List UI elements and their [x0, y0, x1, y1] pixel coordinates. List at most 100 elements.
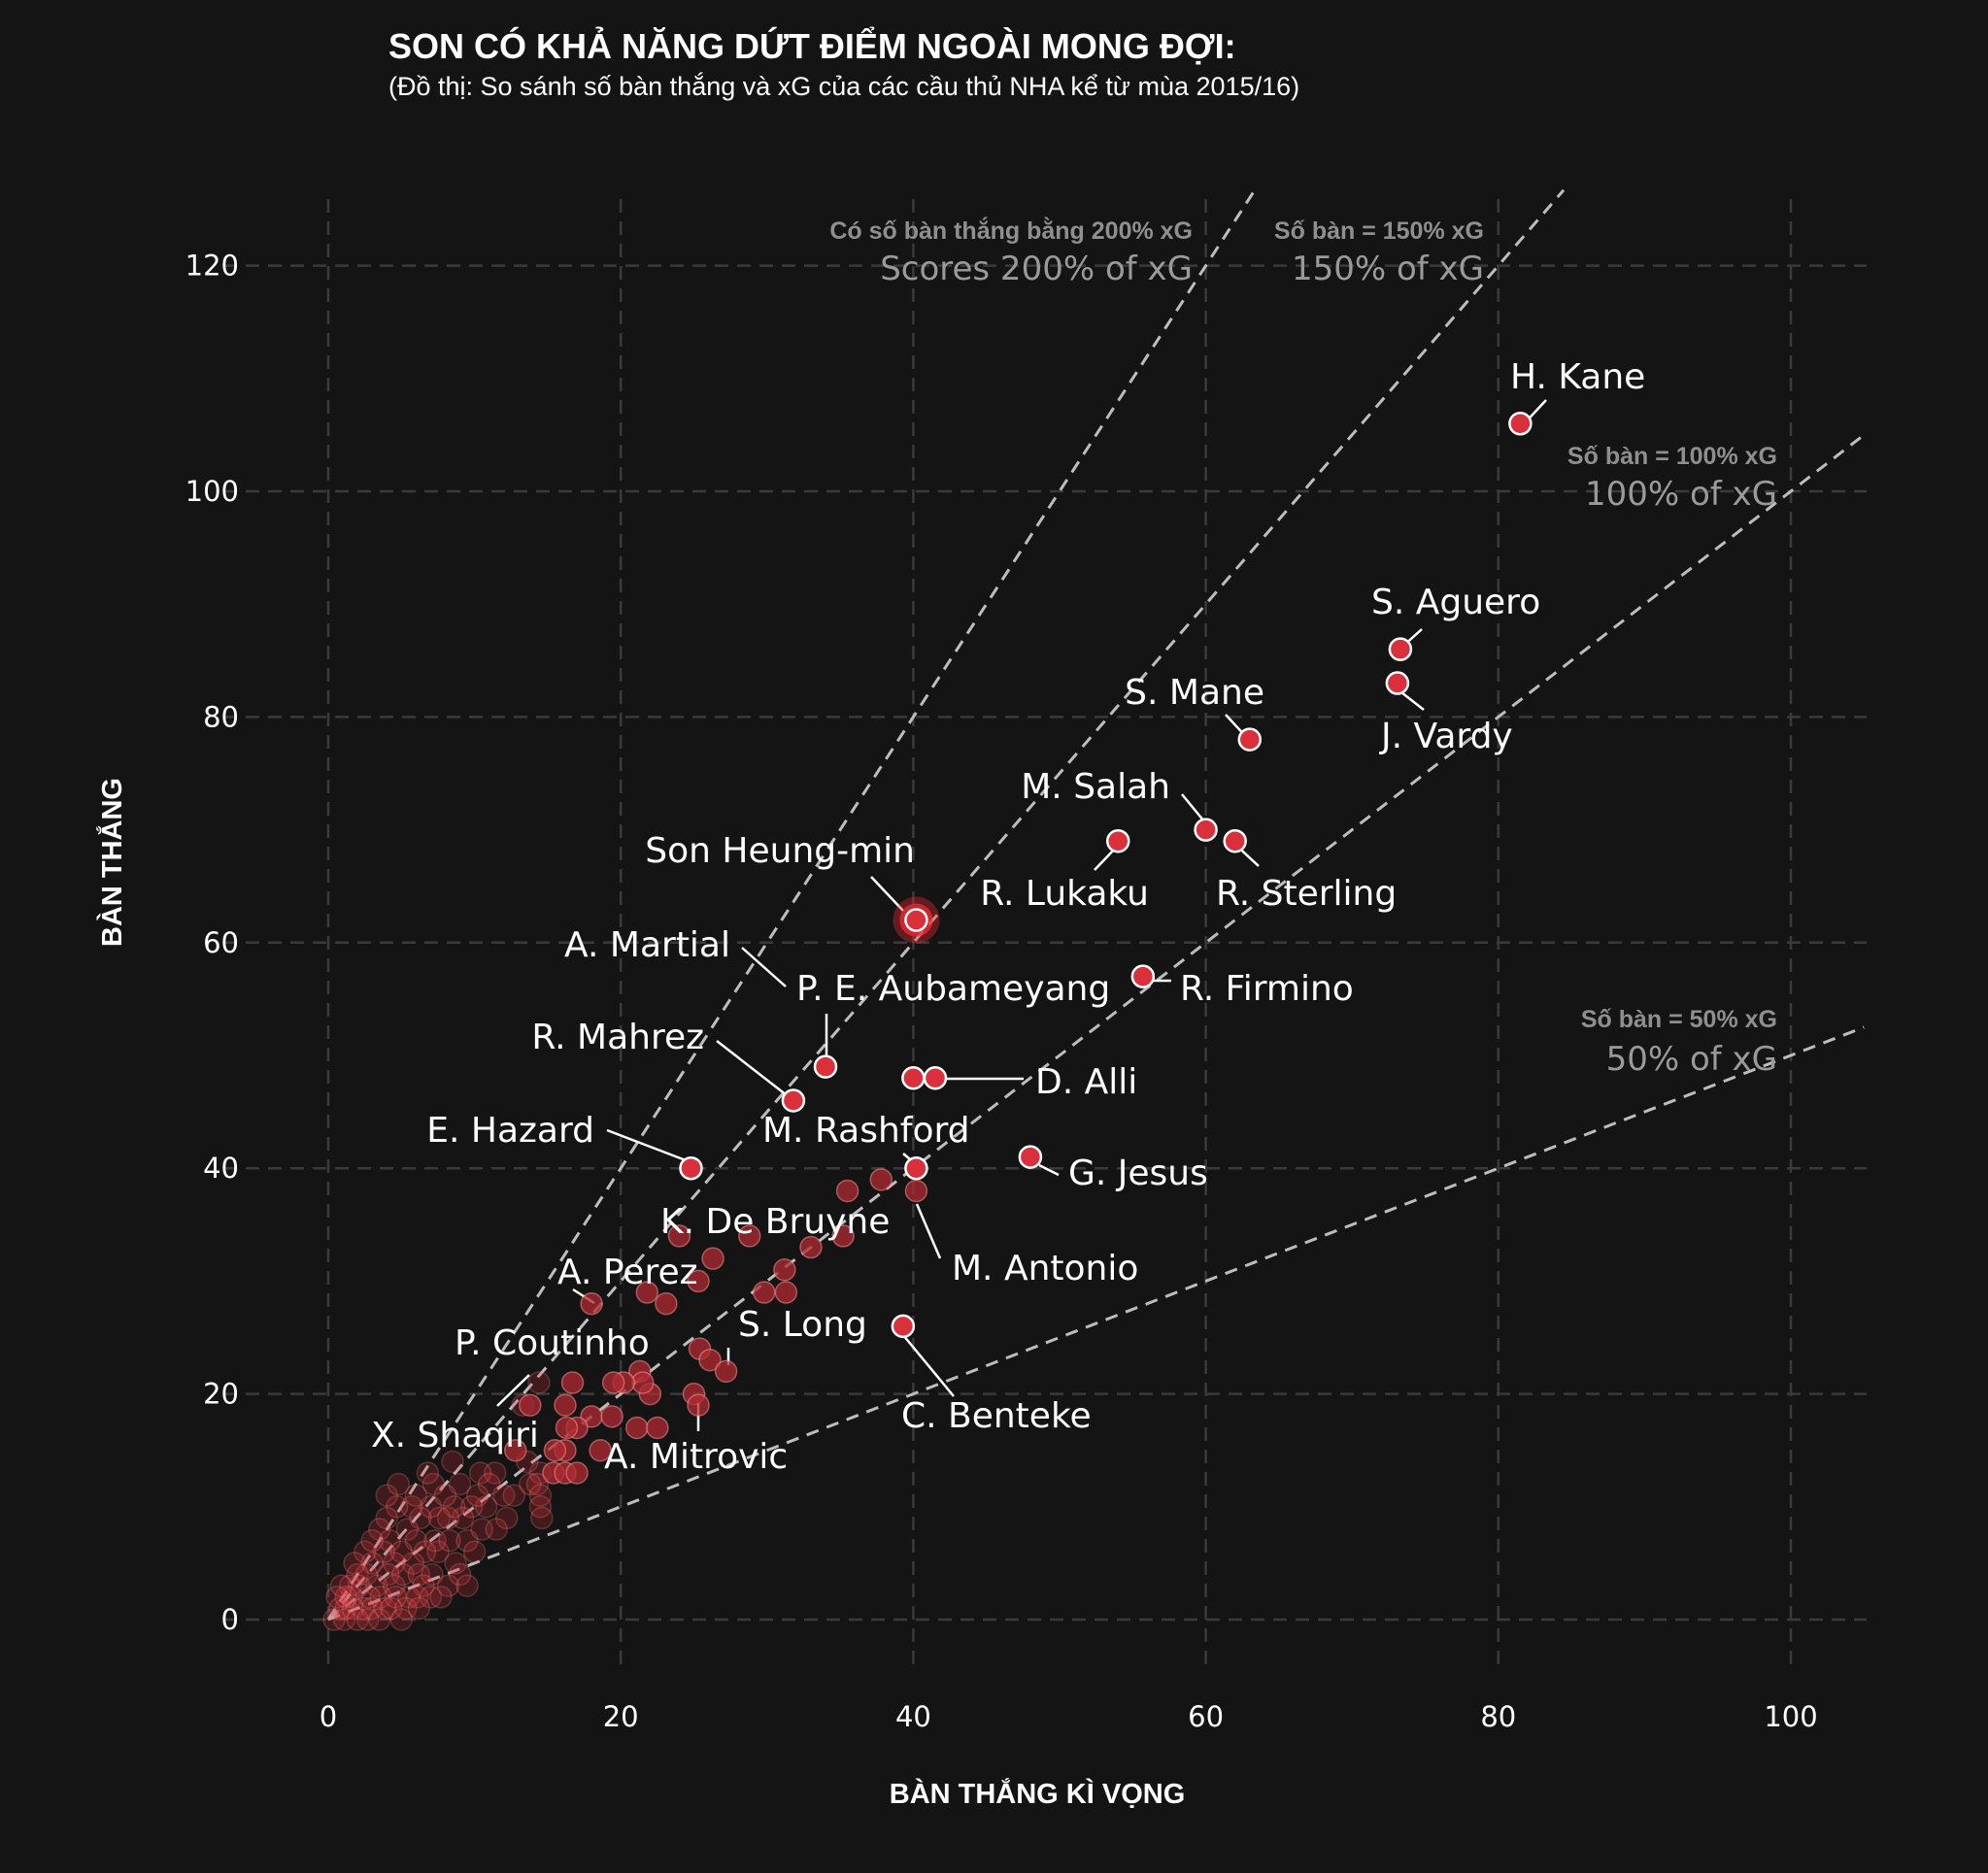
data-point [346, 1608, 369, 1631]
data-point [774, 1281, 798, 1304]
data-point [465, 1484, 489, 1507]
data-point [367, 1608, 391, 1631]
data-point [389, 1540, 414, 1564]
point-label: H. Kane [1510, 357, 1645, 397]
data-point-labeled [1237, 727, 1263, 752]
data-point [352, 1596, 375, 1621]
data-point [338, 1574, 362, 1597]
reference-label-small: Số bàn = 100% xG [1567, 443, 1777, 470]
reference-line [326, 188, 1566, 1621]
data-point-labeled [1388, 637, 1413, 661]
data-point [395, 1518, 420, 1541]
point-label: S. Long [738, 1305, 867, 1345]
data-point [406, 1586, 429, 1609]
data-point [455, 1574, 479, 1597]
data-point-labeled [904, 1179, 928, 1203]
data-point-labeled [1223, 828, 1247, 853]
point-label: C. Benteke [901, 1396, 1092, 1436]
data-point [334, 1586, 357, 1609]
reference-line [327, 1025, 1865, 1622]
axis-ticks: 0 20 40 60 80 100 0 20 40 60 80 100 120 [185, 250, 1818, 1733]
point-label: A. Mitrovic [604, 1437, 788, 1477]
data-point [375, 1506, 398, 1530]
data-point [737, 1224, 761, 1248]
data-point [419, 1495, 443, 1519]
data-point [346, 1562, 369, 1587]
data-point-labeled [714, 1359, 738, 1384]
label-leader-line [902, 1334, 955, 1397]
data-point-labeled [891, 1314, 916, 1339]
data-point [401, 1552, 425, 1575]
data-point [353, 1540, 377, 1564]
data-point [600, 1405, 623, 1428]
data-point [530, 1506, 554, 1530]
data-point [555, 1416, 579, 1440]
data-point [543, 1438, 567, 1462]
data-point [384, 1586, 408, 1609]
reference-label-small: Có số bàn thắng bằng 200% xG [829, 216, 1193, 245]
data-point [835, 1179, 859, 1203]
data-point [698, 1348, 722, 1372]
data-point [589, 1438, 612, 1462]
point-label: M. Rashford [762, 1111, 970, 1151]
reference-lines: Có số bàn thắng bằng 200% xG Scores 200% … [326, 188, 1866, 1622]
data-point [369, 1586, 392, 1609]
data-point [451, 1506, 475, 1530]
data-point [387, 1472, 411, 1496]
data-point [528, 1495, 553, 1519]
data-point-labeled [679, 1155, 703, 1181]
data-point [421, 1472, 446, 1496]
data-point [655, 1291, 678, 1316]
data-point [407, 1562, 431, 1587]
data-point [407, 1596, 431, 1621]
data-point [394, 1596, 418, 1621]
point-label: R. Sterling [1216, 874, 1397, 914]
label-leader-line [606, 1128, 687, 1162]
data-point [554, 1393, 577, 1417]
data-point [494, 1506, 519, 1530]
data-point-labeled [901, 1065, 926, 1090]
y-tick-label: 100 [185, 475, 239, 508]
data-point [753, 1281, 776, 1304]
y-tick-label: 60 [203, 926, 239, 959]
point-label: J. Vardy [1379, 717, 1513, 756]
data-point [519, 1472, 542, 1496]
point-label: R. Mahrez [531, 1018, 704, 1057]
point-label: R. Firmino [1180, 969, 1354, 1009]
data-point [427, 1506, 452, 1530]
data-point [869, 1168, 893, 1191]
data-point [329, 1574, 354, 1597]
label-leader-line [716, 1040, 788, 1096]
data-point [455, 1528, 479, 1553]
data-point [560, 1371, 585, 1394]
data-point [325, 1586, 349, 1609]
data-point [340, 1586, 363, 1609]
label-leader-line [741, 947, 787, 987]
data-point [635, 1281, 659, 1304]
data-point [386, 1495, 409, 1519]
data-point [483, 1461, 507, 1485]
label-leaders [496, 399, 1547, 1431]
point-label: S. Mane [1125, 673, 1264, 713]
data-point [383, 1574, 406, 1597]
data-point-labeled [1105, 828, 1130, 853]
data-point [646, 1416, 669, 1440]
data-point [367, 1518, 391, 1541]
data-point [441, 1450, 464, 1474]
reference-label-big: 150% of xG [1292, 250, 1484, 288]
data-point [360, 1596, 384, 1621]
data-point [687, 1269, 710, 1293]
x-tick-label: 80 [1480, 1700, 1516, 1733]
data-point-labeled [904, 908, 928, 932]
point-label: D. Alli [1035, 1062, 1137, 1102]
data-point [423, 1528, 447, 1553]
point-label: G. Jesus [1068, 1154, 1208, 1193]
data-point [438, 1528, 461, 1553]
data-point [332, 1608, 356, 1631]
data-point [378, 1528, 402, 1553]
data-point [328, 1596, 352, 1621]
grid [223, 199, 1867, 1670]
reference-label-big: 50% of xG [1606, 1040, 1777, 1079]
point-labels: H. Kane S. Aguero J. Vardy S. Mane M. Salah R… [371, 357, 1645, 1477]
